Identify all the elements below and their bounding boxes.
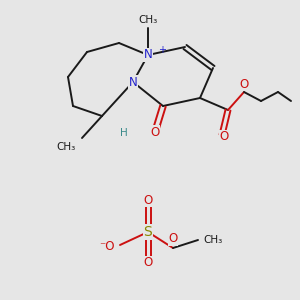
Text: CH₃: CH₃ xyxy=(57,142,76,152)
Text: +: + xyxy=(158,45,166,55)
Text: O: O xyxy=(239,77,249,91)
Text: O: O xyxy=(168,232,178,245)
Text: O: O xyxy=(219,130,229,143)
Text: N: N xyxy=(144,49,152,62)
Text: O: O xyxy=(143,194,153,206)
Text: O: O xyxy=(150,125,160,139)
Text: O: O xyxy=(143,256,153,269)
Text: CH₃: CH₃ xyxy=(138,15,158,25)
Text: ⁻O: ⁻O xyxy=(100,241,115,254)
Text: CH₃: CH₃ xyxy=(203,235,222,245)
Text: N: N xyxy=(129,76,137,88)
Text: S: S xyxy=(144,225,152,239)
Text: H: H xyxy=(120,128,128,138)
